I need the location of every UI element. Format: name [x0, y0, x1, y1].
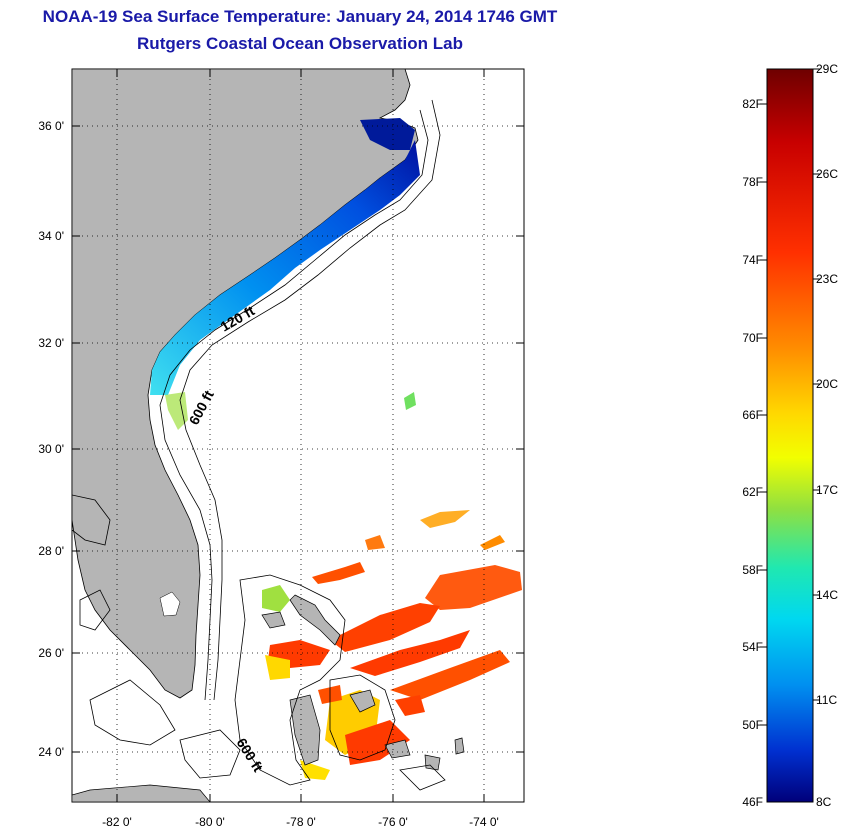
sst-pamlico-sound	[360, 118, 415, 150]
fahrenheit-label: 66F	[742, 408, 763, 422]
lon-label: -78 0'	[286, 815, 316, 829]
longitude-labels: -82 0' -80 0' -78 0' -76 0' -74 0'	[102, 815, 499, 829]
fahrenheit-label: 82F	[742, 97, 763, 111]
sst-offshore-patches	[262, 392, 522, 780]
map-subtitle: Rutgers Coastal Ocean Observation Lab	[137, 34, 463, 53]
map-ticks	[72, 69, 524, 802]
fahrenheit-label: 46F	[742, 795, 763, 809]
map-title: NOAA-19 Sea Surface Temperature: January…	[42, 7, 558, 26]
celsius-label: 8C	[816, 795, 832, 809]
celsius-label: 14C	[816, 588, 838, 602]
fahrenheit-label: 78F	[742, 175, 763, 189]
lat-label: 24 0'	[38, 745, 64, 759]
lat-label: 34 0'	[38, 229, 64, 243]
lat-label: 26 0'	[38, 646, 64, 660]
latitude-labels: 36 0' 34 0' 32 0' 30 0' 28 0' 26 0' 24 0…	[38, 119, 64, 759]
fahrenheit-label: 70F	[742, 331, 763, 345]
colorbar: 82F 78F 74F 70F 66F 62F 58F 54F 50F 46F …	[742, 62, 838, 809]
us-mainland-land	[72, 69, 419, 699]
lat-label: 30 0'	[38, 442, 64, 456]
celsius-label: 23C	[816, 272, 838, 286]
lon-label: -74 0'	[469, 815, 499, 829]
lat-label: 28 0'	[38, 544, 64, 558]
lat-label: 36 0'	[38, 119, 64, 133]
fahrenheit-label: 74F	[742, 253, 763, 267]
lon-label: -76 0'	[378, 815, 408, 829]
celsius-label: 26C	[816, 167, 838, 181]
lon-label: -80 0'	[195, 815, 225, 829]
celsius-label: 20C	[816, 377, 838, 391]
sst-georgia-coastal	[165, 392, 188, 430]
celsius-label: 29C	[816, 62, 838, 76]
map-panel: 36 0' 34 0' 32 0' 30 0' 28 0' 26 0' 24 0…	[38, 68, 525, 829]
lon-label: -82 0'	[102, 815, 132, 829]
fahrenheit-label: 58F	[742, 563, 763, 577]
colorbar-gradient	[766, 68, 814, 803]
colorbar-celsius-labels: 29C 26C 23C 20C 17C 14C 11C 8C	[816, 62, 838, 809]
colorbar-fahrenheit-labels: 82F 78F 74F 70F 66F 62F 58F 54F 50F 46F	[742, 97, 763, 809]
fahrenheit-label: 50F	[742, 718, 763, 732]
sst-coastal-band	[150, 140, 420, 395]
fahrenheit-label: 54F	[742, 640, 763, 654]
bahamas-islands	[72, 594, 465, 802]
lake-okeechobee	[159, 591, 181, 617]
colorbar-ticks	[760, 68, 820, 726]
fahrenheit-label: 62F	[742, 485, 763, 499]
graticule	[72, 69, 524, 802]
lat-label: 32 0'	[38, 336, 64, 350]
celsius-label: 17C	[816, 483, 838, 497]
celsius-label: 11C	[816, 693, 837, 707]
bathymetry-contours	[72, 99, 446, 791]
